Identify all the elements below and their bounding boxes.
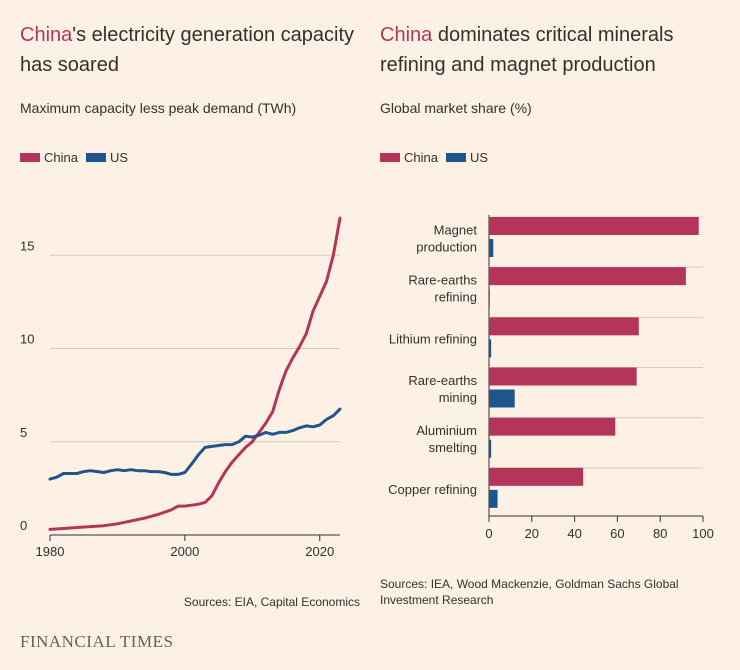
legend-swatch-us xyxy=(85,153,106,162)
title-rest: dominates critical minerals refining and… xyxy=(380,24,674,76)
bar-us xyxy=(489,289,490,308)
category-label: refining xyxy=(434,290,477,305)
right-chart-panel: China dominates critical minerals refini… xyxy=(370,0,740,620)
category-label: Aluminium xyxy=(416,423,477,438)
left-chart-subtitle: Maximum capacity less peak demand (TWh) xyxy=(20,100,297,116)
left-chart-panel: China's electricity generation capacity … xyxy=(0,0,370,620)
legend-label-china: China xyxy=(44,150,78,165)
legend-item-us: US xyxy=(445,150,489,165)
legend-item-china: China xyxy=(380,150,438,165)
bar-china xyxy=(489,367,637,386)
category-label: production xyxy=(416,240,477,255)
series-line-china xyxy=(48,216,342,531)
x-tick-label: 2020 xyxy=(305,544,334,559)
y-tick-label: 15 xyxy=(20,238,34,253)
y-tick-label: 10 xyxy=(20,332,34,347)
legend-swatch-china xyxy=(20,153,40,162)
legend-swatch-china xyxy=(380,153,400,162)
bar-chart: Magnet production Rare-earths refining Lithi… xyxy=(388,215,714,541)
bar-china xyxy=(489,467,584,486)
title-highlight: China xyxy=(20,24,73,46)
left-chart-title: China's electricity generation capacity … xyxy=(20,20,360,80)
x-tick-label: 2000 xyxy=(170,544,199,559)
right-chart-subtitle: Global market share (%) xyxy=(380,100,532,116)
x-tick-label: 1980 xyxy=(36,544,65,559)
line-chart: 0 5 10 15 1980 2000 2020 xyxy=(20,216,342,559)
legend-label-china: China xyxy=(404,150,438,165)
y-tick-label: 0 xyxy=(20,518,27,533)
bar-us xyxy=(489,389,515,408)
legend-label-us: US xyxy=(469,150,489,165)
category-label: mining xyxy=(439,390,477,405)
bar-china xyxy=(489,217,699,235)
title-rest: 's electricity generation capacity has s… xyxy=(20,24,354,76)
x-tick-label: 100 xyxy=(692,526,714,541)
category-label: Rare-earths xyxy=(408,273,477,288)
bar-china xyxy=(489,317,639,336)
x-tick-label: 60 xyxy=(610,526,624,541)
x-tick-label: 0 xyxy=(485,526,492,541)
legend-item-us: US xyxy=(85,150,129,165)
legend-swatch-us xyxy=(445,153,466,162)
bar-us xyxy=(489,489,498,508)
category-label: Magnet xyxy=(434,223,478,238)
x-tick-label: 80 xyxy=(653,526,667,541)
series-line-us xyxy=(48,407,342,481)
bar-us xyxy=(489,339,492,358)
left-legend: China US xyxy=(20,150,136,165)
category-label: Rare-earths xyxy=(408,373,477,388)
category-label: Lithium refining xyxy=(389,331,477,346)
ft-logo: FINANCIAL TIMES xyxy=(20,632,174,651)
title-highlight: China xyxy=(380,24,433,46)
left-source: Sources: EIA, Capital Economics xyxy=(183,595,360,609)
legend-item-china: China xyxy=(20,150,78,165)
category-label: smelting xyxy=(429,440,477,455)
bar-china xyxy=(489,417,616,436)
bar-china xyxy=(489,267,686,286)
x-tick-label: 40 xyxy=(567,526,581,541)
x-tick-label: 20 xyxy=(525,526,539,541)
right-chart-title: China dominates critical minerals refini… xyxy=(380,20,720,80)
bar-us xyxy=(489,239,494,257)
y-tick-label: 5 xyxy=(20,425,27,440)
category-label: Copper refining xyxy=(388,482,477,497)
bar-us xyxy=(489,439,492,458)
right-source: Sources: IEA, Wood Mackenzie, Goldman Sa… xyxy=(380,577,679,607)
legend-label-us: US xyxy=(109,150,129,165)
right-legend: China US xyxy=(380,150,496,165)
